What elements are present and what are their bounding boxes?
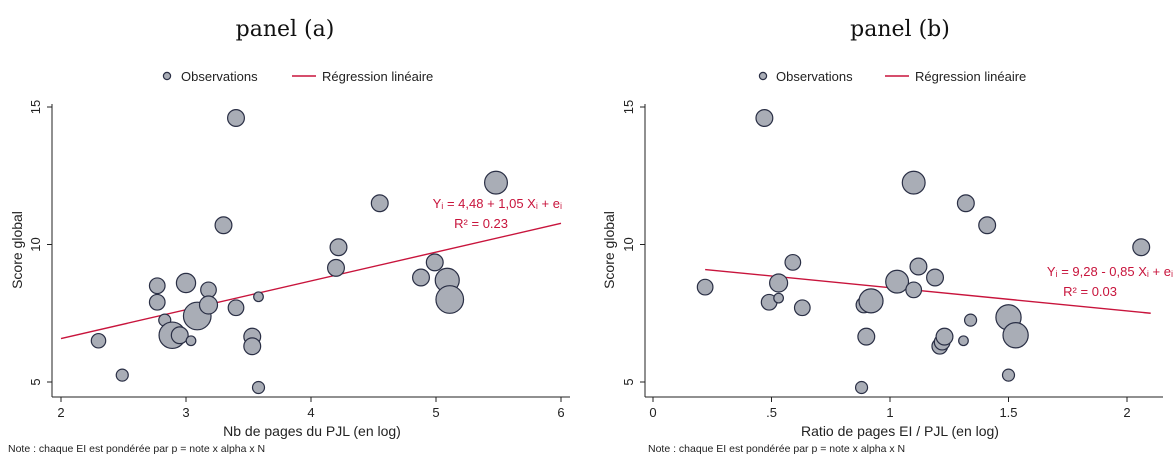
data-point (963, 313, 978, 327)
data-point (214, 216, 233, 235)
panel-b-xlabel: Ratio de pages EI / PJL (en log) (801, 423, 999, 439)
x-tick-label: 2 (57, 405, 64, 420)
panel-a-xlabel: Nb de pages du PJL (en log) (223, 423, 401, 439)
data-point (1002, 322, 1029, 349)
data-point (769, 273, 789, 293)
x-tick-label: 5 (432, 405, 439, 420)
panel-b-points (696, 108, 1151, 395)
data-point (696, 278, 714, 296)
data-point (885, 269, 910, 294)
data-point (755, 108, 774, 127)
data-point (253, 291, 264, 303)
panel-b-equation: Yᵢ = 9,28 - 0,85 Xᵢ + eᵢ (1047, 264, 1173, 279)
data-point (148, 293, 166, 311)
panel-a-x-ticks: 2 3 4 5 6 (57, 397, 565, 420)
data-point (935, 327, 954, 346)
data-point (793, 299, 811, 317)
data-point (115, 368, 129, 382)
data-point (198, 295, 219, 315)
y-tick-label: 15 (28, 100, 43, 114)
legend-observations-label: Observations (181, 69, 258, 84)
y-tick-label: 15 (621, 100, 636, 114)
data-point (901, 170, 926, 195)
x-tick-label: 6 (557, 405, 564, 420)
data-point (251, 380, 266, 395)
data-point (857, 327, 876, 346)
panel-b-legend: Observations Régression linéaire (758, 69, 1026, 84)
legend-regression-label: Régression linéaire (915, 69, 1026, 84)
y-tick-label: 5 (28, 378, 43, 385)
data-point (858, 288, 884, 314)
panel-a-regression-line (60, 222, 562, 340)
data-point (978, 216, 997, 235)
panel-b-x-ticks: 0 .5 1 1.5 2 (649, 397, 1131, 420)
data-point (243, 337, 262, 356)
data-point (773, 292, 785, 304)
data-point (435, 285, 465, 314)
x-tick-label: 1.5 (999, 405, 1017, 420)
data-point (484, 170, 509, 195)
y-tick-label: 10 (621, 237, 636, 251)
x-tick-label: .5 (766, 405, 777, 420)
data-point (1132, 238, 1151, 257)
panel-a-points (90, 108, 509, 395)
panel-a-ylabel: Score global (9, 211, 25, 289)
panel-b: panel (b) Observations Régression linéai… (601, 17, 1173, 455)
data-point (425, 253, 444, 272)
panel-a-r2: R² = 0.23 (454, 216, 508, 231)
y-tick-label: 10 (28, 237, 43, 251)
data-point (854, 380, 869, 395)
data-point (200, 281, 217, 299)
data-point (784, 253, 802, 271)
y-tick-label: 5 (621, 378, 636, 385)
data-point (227, 108, 246, 127)
panel-a-legend: Observations Régression linéaire (162, 69, 433, 84)
data-point (909, 257, 928, 276)
panel-b-title: panel (b) (850, 17, 950, 42)
panel-a-note: Note : chaque EI est pondérée par p = no… (8, 443, 265, 455)
x-tick-label: 4 (307, 405, 314, 420)
data-point (329, 238, 348, 257)
data-point (175, 272, 197, 294)
data-point (185, 335, 197, 347)
data-point (412, 268, 431, 287)
panel-b-note: Note : chaque EI est pondérée par p = no… (648, 443, 905, 455)
x-tick-label: 1 (886, 405, 893, 420)
data-point (958, 335, 969, 347)
panel-a-y-ticks: 5 10 15 (28, 100, 52, 386)
data-point (227, 299, 245, 317)
legend-regression-label: Régression linéaire (322, 69, 433, 84)
data-point (956, 194, 975, 213)
panel-a: panel (a) Observations Régression linéai… (8, 17, 570, 455)
panel-a-equation: Yᵢ = 4,48 + 1,05 Xᵢ + eᵢ (433, 196, 562, 211)
data-point (148, 277, 166, 295)
data-point (905, 281, 923, 299)
x-tick-label: 2 (1123, 405, 1130, 420)
panel-b-ylabel: Score global (601, 211, 617, 289)
data-point (370, 194, 389, 213)
x-tick-label: 3 (182, 405, 189, 420)
panel-b-y-ticks: 5 10 15 (621, 100, 645, 386)
panel-b-r2: R² = 0.03 (1063, 284, 1117, 299)
data-point (170, 326, 189, 345)
data-point (327, 258, 346, 277)
legend-observations-marker (758, 71, 768, 81)
x-tick-label: 0 (649, 405, 656, 420)
legend-observations-marker (162, 71, 172, 81)
data-point (90, 332, 107, 349)
data-point (926, 268, 945, 287)
panel-a-title: panel (a) (236, 17, 335, 42)
data-point (1001, 368, 1016, 382)
legend-observations-label: Observations (776, 69, 853, 84)
